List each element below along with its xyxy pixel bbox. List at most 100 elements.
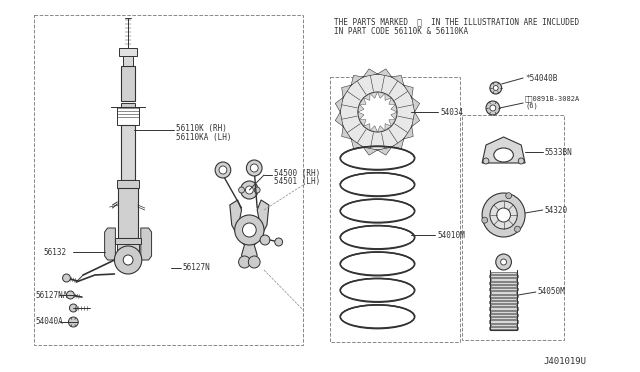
Circle shape xyxy=(482,193,525,237)
Polygon shape xyxy=(351,76,364,85)
Circle shape xyxy=(340,74,415,150)
Polygon shape xyxy=(230,200,269,265)
Polygon shape xyxy=(364,147,378,155)
Bar xyxy=(461,115,564,340)
Text: IN PART CODE 56110K & 56110KA: IN PART CODE 56110K & 56110KA xyxy=(335,26,468,35)
Bar xyxy=(117,244,139,256)
Text: 54034: 54034 xyxy=(440,108,463,116)
Polygon shape xyxy=(342,85,351,97)
Bar xyxy=(489,327,518,329)
Circle shape xyxy=(483,158,489,164)
Polygon shape xyxy=(378,92,385,98)
Polygon shape xyxy=(370,126,378,132)
Bar xyxy=(491,298,516,300)
Circle shape xyxy=(275,238,283,246)
Circle shape xyxy=(68,317,78,327)
Circle shape xyxy=(239,256,250,268)
Polygon shape xyxy=(412,112,420,126)
Bar xyxy=(491,272,516,274)
Polygon shape xyxy=(360,120,366,126)
Polygon shape xyxy=(104,228,115,260)
Bar xyxy=(491,285,516,287)
Polygon shape xyxy=(392,139,404,148)
Circle shape xyxy=(496,254,511,270)
Bar xyxy=(489,301,518,303)
Text: J401019U: J401019U xyxy=(544,357,587,366)
Polygon shape xyxy=(378,126,385,132)
Polygon shape xyxy=(335,112,343,126)
Circle shape xyxy=(260,235,270,245)
Bar xyxy=(124,56,133,66)
Circle shape xyxy=(486,101,500,115)
Text: 54010M: 54010M xyxy=(437,231,465,240)
Circle shape xyxy=(254,187,260,193)
Polygon shape xyxy=(335,97,343,112)
Polygon shape xyxy=(391,112,397,120)
Bar xyxy=(491,317,516,320)
Bar xyxy=(491,279,516,281)
Polygon shape xyxy=(141,228,152,260)
Polygon shape xyxy=(404,85,413,97)
Circle shape xyxy=(235,215,264,245)
Circle shape xyxy=(241,181,258,199)
Polygon shape xyxy=(482,137,525,163)
Circle shape xyxy=(246,186,253,194)
Bar xyxy=(489,307,518,310)
Polygon shape xyxy=(364,93,370,100)
Circle shape xyxy=(246,160,262,176)
Bar xyxy=(491,324,516,326)
Bar xyxy=(489,275,518,278)
Text: 5533BN: 5533BN xyxy=(545,148,572,157)
Bar xyxy=(115,238,141,244)
Bar xyxy=(117,180,139,188)
Circle shape xyxy=(124,255,133,265)
Circle shape xyxy=(506,193,511,199)
Circle shape xyxy=(63,274,70,282)
Circle shape xyxy=(515,226,520,232)
Text: 54320: 54320 xyxy=(545,205,568,215)
Ellipse shape xyxy=(494,148,513,162)
Polygon shape xyxy=(360,98,366,105)
Bar xyxy=(121,125,135,180)
Text: 54050M: 54050M xyxy=(538,288,566,296)
Polygon shape xyxy=(111,103,145,107)
Bar xyxy=(491,304,516,307)
Polygon shape xyxy=(385,124,391,131)
Bar xyxy=(489,295,518,297)
Circle shape xyxy=(67,291,74,299)
Text: 56110K (RH): 56110K (RH) xyxy=(176,124,227,132)
Polygon shape xyxy=(358,105,364,112)
Bar xyxy=(491,291,516,294)
Bar xyxy=(330,77,460,342)
Circle shape xyxy=(243,223,256,237)
Circle shape xyxy=(500,259,506,265)
Circle shape xyxy=(115,246,142,274)
Polygon shape xyxy=(351,139,364,148)
Bar xyxy=(491,311,516,313)
Bar xyxy=(121,66,135,101)
Bar xyxy=(119,48,137,56)
Bar xyxy=(489,288,518,291)
Circle shape xyxy=(215,162,231,178)
Circle shape xyxy=(248,256,260,268)
Circle shape xyxy=(358,92,397,132)
Text: THE PARTS MARKED  ※  IN THE ILLUSTRATION ARE INCLUDED: THE PARTS MARKED ※ IN THE ILLUSTRATION A… xyxy=(335,17,580,26)
Circle shape xyxy=(497,208,511,222)
Text: 54500 (RH): 54500 (RH) xyxy=(274,169,320,177)
Text: 56127NA: 56127NA xyxy=(35,291,68,299)
Polygon shape xyxy=(358,112,364,120)
Circle shape xyxy=(482,217,488,223)
Circle shape xyxy=(490,82,502,94)
Polygon shape xyxy=(412,97,420,112)
Polygon shape xyxy=(389,98,396,105)
Text: 56110KA (LH): 56110KA (LH) xyxy=(176,132,232,141)
Polygon shape xyxy=(364,124,370,131)
Bar xyxy=(489,320,518,323)
Polygon shape xyxy=(389,120,396,126)
Circle shape xyxy=(493,86,498,90)
Polygon shape xyxy=(404,126,413,139)
Polygon shape xyxy=(385,93,391,100)
Polygon shape xyxy=(378,69,392,77)
Text: 54501 (LH): 54501 (LH) xyxy=(274,176,320,186)
Text: ※ⓝ0891B-3082A
(6): ※ⓝ0891B-3082A (6) xyxy=(525,95,580,109)
